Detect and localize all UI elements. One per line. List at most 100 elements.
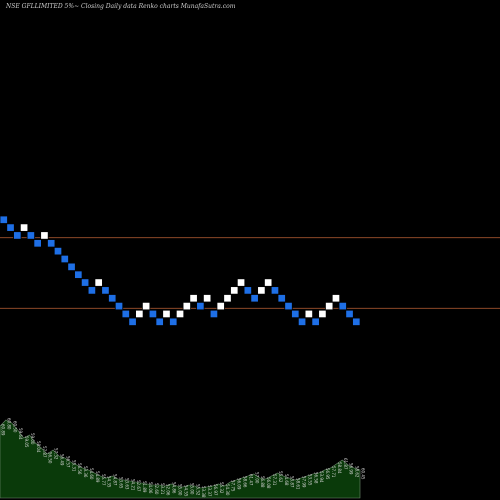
- renko-brick-down: [53, 246, 63, 256]
- renko-brick-down: [114, 301, 124, 311]
- renko-brick-up: [202, 294, 212, 303]
- volume-label: 54.21: [130, 479, 135, 491]
- renko-brick-up: [182, 301, 191, 311]
- renko-brick-down: [47, 239, 56, 248]
- volume-label: 55.62: [278, 471, 283, 483]
- renko-brick-down: [277, 294, 286, 303]
- volume-label: 60.80: [6, 418, 11, 430]
- renko-brick-up: [135, 309, 144, 319]
- renko-brick-up: [40, 231, 49, 240]
- volume-label: 53.65: [119, 477, 124, 489]
- volume-label: 58.62: [355, 466, 360, 478]
- volume-label: 53.38: [201, 486, 206, 498]
- renko-brick-up: [94, 278, 103, 287]
- volume-label: 53.36: [83, 466, 88, 478]
- volume-label: 56.49: [60, 454, 65, 466]
- volume-label: 52.67: [136, 480, 141, 492]
- renko-brick-down: [80, 278, 90, 287]
- renko-brick-down: [352, 317, 361, 326]
- volume-label: 60.89: [1, 424, 6, 436]
- renko-brick-down: [87, 286, 97, 295]
- volume-label: 57.32: [54, 448, 59, 460]
- volume-label: 56.95: [325, 468, 330, 480]
- volume-label: 57.75: [231, 480, 236, 492]
- renko-brick-down: [0, 215, 8, 224]
- renko-brick-down: [108, 294, 117, 303]
- volume-label: 56.58: [313, 472, 318, 484]
- volume-label: 56.88: [260, 476, 265, 488]
- renko-brick-up: [230, 286, 239, 295]
- renko-brick-up: [175, 309, 185, 319]
- renko-brick-down: [60, 254, 69, 264]
- renko-brick-up: [223, 294, 232, 303]
- volume-label: 59.05: [24, 436, 29, 448]
- volume-label: 61.87: [343, 458, 348, 470]
- renko-brick-down: [338, 301, 347, 311]
- volume-label: 53.63: [124, 478, 129, 490]
- renko-brick-down: [128, 317, 137, 326]
- volume-label: 56.50: [48, 452, 53, 464]
- volume-label: 51.89: [142, 481, 147, 493]
- volume-label: 56.56: [77, 463, 82, 475]
- volume-label: 54.55: [183, 485, 188, 497]
- volume-label: 59.00: [30, 433, 35, 445]
- volume-label: 54.60: [89, 468, 94, 480]
- volume-label: 57.31: [272, 474, 277, 486]
- renko-brick-down: [121, 309, 130, 319]
- renko-brick-down: [297, 317, 307, 326]
- volume-label: 53.37: [207, 485, 212, 497]
- renko-brick-down: [6, 223, 15, 232]
- volume-label: 53.21: [160, 483, 165, 495]
- renko-brick-up: [189, 294, 198, 303]
- volume-label: 55.77: [101, 474, 106, 486]
- renko-brick-up: [304, 309, 314, 319]
- volume-label: 57.99: [301, 476, 306, 488]
- renko-brick-down: [101, 286, 110, 295]
- renko-brick-down: [345, 309, 354, 319]
- renko-brick-down: [284, 301, 293, 311]
- volume-label: 56.97: [213, 484, 218, 496]
- renko-brick-up: [264, 278, 273, 287]
- volume-label: 58.66: [242, 476, 247, 488]
- volume-label: 57.71: [331, 466, 336, 478]
- volume-label: 55.00: [178, 484, 183, 496]
- renko-brick-down: [311, 317, 320, 326]
- volume-label: 60.50: [12, 421, 17, 433]
- volume-label: 54.89: [95, 471, 100, 483]
- volume-label: 58.04: [36, 441, 41, 453]
- volume-label: 54.86: [172, 482, 177, 494]
- renko-brick-up: [325, 301, 334, 311]
- renko-brick-down: [169, 317, 178, 326]
- volume-label: 56.08: [266, 477, 271, 489]
- volume-label: 54.68: [284, 474, 289, 486]
- renko-brick-up: [318, 309, 327, 319]
- renko-brick-up: [331, 294, 341, 303]
- volume-label: 56.57: [65, 456, 70, 468]
- renko-brick-down: [209, 309, 219, 319]
- renko-brick-up: [19, 223, 29, 232]
- renko-brick-down: [74, 270, 83, 279]
- volume-label: 56.09: [237, 478, 242, 490]
- volume-label: 61.47: [248, 474, 253, 486]
- volume-label: 54.35: [107, 476, 112, 488]
- renko-brick-down: [26, 231, 36, 240]
- volume-label: 55.00: [189, 483, 194, 495]
- volume-label: 52.60: [154, 483, 159, 495]
- renko-brick-up: [162, 309, 171, 319]
- volume-label: 53.87: [290, 476, 295, 488]
- volume-label: 52.06: [166, 484, 171, 496]
- volume-label: 55.31: [71, 460, 76, 472]
- renko-brick-down: [243, 286, 252, 295]
- renko-brick-down: [270, 286, 280, 295]
- renko-brick-down: [155, 317, 164, 326]
- reference-lines: [0, 237, 500, 309]
- renko-brick-down: [196, 301, 205, 311]
- renko-brick-down: [67, 262, 76, 272]
- volume-label: 55.52: [195, 484, 200, 496]
- volume-label: 55.32: [219, 482, 224, 494]
- renko-brick-up: [141, 301, 151, 311]
- volume-label: 56.99: [349, 463, 354, 475]
- volume-label: 57.00: [254, 472, 259, 484]
- chart-title: NSE GFLLIMITED 5%~ Closing Daily data Re…: [6, 3, 236, 10]
